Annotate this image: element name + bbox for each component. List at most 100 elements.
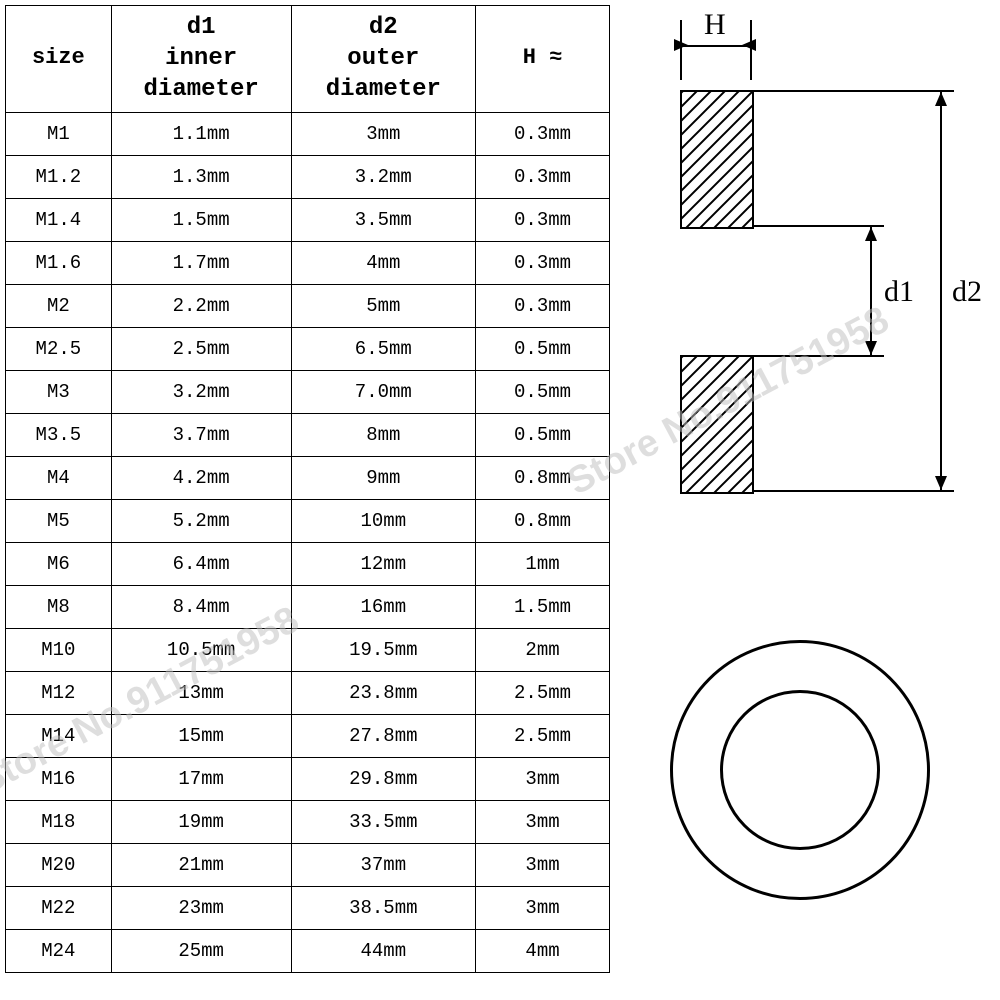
cell-d2: 27.8mm <box>291 714 476 757</box>
table-row: M1.21.3mm3.2mm0.3mm <box>6 155 610 198</box>
cell-h: 0.3mm <box>476 112 610 155</box>
table-row: M3.53.7mm8mm0.5mm <box>6 413 610 456</box>
ext-line-h-left <box>680 20 682 80</box>
cell-d2: 16mm <box>291 585 476 628</box>
cell-d1: 1.7mm <box>111 241 291 284</box>
cell-d2: 44mm <box>291 929 476 972</box>
cell-d2: 37mm <box>291 843 476 886</box>
ext-inner-bottom <box>752 355 884 357</box>
table-row: M22.2mm5mm0.3mm <box>6 284 610 327</box>
table-row: M66.4mm12mm1mm <box>6 542 610 585</box>
header-d1-line1: d1 <box>187 14 216 41</box>
arrow-d1-bottom <box>865 341 877 355</box>
cell-d2: 3.5mm <box>291 198 476 241</box>
diagram-area: H d1 d2 <box>610 0 1000 1000</box>
cell-d2: 8mm <box>291 413 476 456</box>
cell-size: M8 <box>6 585 112 628</box>
cell-d2: 33.5mm <box>291 800 476 843</box>
label-h: H <box>702 8 728 42</box>
cell-d2: 3.2mm <box>291 155 476 198</box>
cell-h: 3mm <box>476 886 610 929</box>
cell-d1: 2.2mm <box>111 284 291 327</box>
cell-d2: 23.8mm <box>291 671 476 714</box>
header-h: H ≈ <box>476 6 610 113</box>
table-row: M1819mm33.5mm3mm <box>6 800 610 843</box>
cell-d1: 23mm <box>111 886 291 929</box>
cell-h: 2mm <box>476 628 610 671</box>
ring-diagram <box>670 640 930 900</box>
ext-outer-top <box>752 90 954 92</box>
cell-h: 0.5mm <box>476 327 610 370</box>
cell-d2: 29.8mm <box>291 757 476 800</box>
cell-size: M4 <box>6 456 112 499</box>
cell-d1: 1.3mm <box>111 155 291 198</box>
cell-d2: 3mm <box>291 112 476 155</box>
cell-h: 0.5mm <box>476 370 610 413</box>
arrow-h-right <box>742 39 756 51</box>
arrow-d2-bottom <box>935 476 947 490</box>
size-table-container: size d1 inner diameter d2 outer diameter… <box>0 0 610 1000</box>
cell-d2: 12mm <box>291 542 476 585</box>
cell-size: M16 <box>6 757 112 800</box>
cell-d1: 25mm <box>111 929 291 972</box>
cell-d1: 1.5mm <box>111 198 291 241</box>
table-row: M1.61.7mm4mm0.3mm <box>6 241 610 284</box>
label-d1: d1 <box>882 275 916 309</box>
label-d2: d2 <box>950 275 984 309</box>
header-d2-line3: diameter <box>326 76 441 103</box>
cell-size: M6 <box>6 542 112 585</box>
cell-size: M10 <box>6 628 112 671</box>
cell-size: M2 <box>6 284 112 327</box>
table-row: M2.52.5mm6.5mm0.5mm <box>6 327 610 370</box>
cell-d2: 5mm <box>291 284 476 327</box>
cell-size: M18 <box>6 800 112 843</box>
cell-d2: 6.5mm <box>291 327 476 370</box>
header-d2: d2 outer diameter <box>291 6 476 113</box>
cell-size: M12 <box>6 671 112 714</box>
dim-line-d1 <box>870 227 872 355</box>
table-row: M33.2mm7.0mm0.5mm <box>6 370 610 413</box>
ext-outer-bottom <box>752 490 954 492</box>
header-size: size <box>6 6 112 113</box>
cell-h: 4mm <box>476 929 610 972</box>
cell-d2: 9mm <box>291 456 476 499</box>
table-row: M11.1mm3mm0.3mm <box>6 112 610 155</box>
cell-h: 0.8mm <box>476 456 610 499</box>
cell-d1: 17mm <box>111 757 291 800</box>
washer-size-table: size d1 inner diameter d2 outer diameter… <box>5 5 610 973</box>
cell-h: 3mm <box>476 800 610 843</box>
cell-d1: 3.2mm <box>111 370 291 413</box>
table-row: M88.4mm16mm1.5mm <box>6 585 610 628</box>
cell-h: 0.3mm <box>476 198 610 241</box>
cell-size: M1.6 <box>6 241 112 284</box>
cell-d2: 4mm <box>291 241 476 284</box>
header-d2-line2: outer <box>347 45 419 72</box>
cell-h: 3mm <box>476 843 610 886</box>
cell-d1: 1.1mm <box>111 112 291 155</box>
cell-d1: 21mm <box>111 843 291 886</box>
arrow-d2-top <box>935 92 947 106</box>
arrow-d1-top <box>865 227 877 241</box>
cell-size: M1.4 <box>6 198 112 241</box>
cell-d1: 15mm <box>111 714 291 757</box>
cell-h: 0.3mm <box>476 241 610 284</box>
ext-line-h-right <box>750 20 752 80</box>
table-row: M2425mm44mm4mm <box>6 929 610 972</box>
header-d1: d1 inner diameter <box>111 6 291 113</box>
table-row: M1213mm23.8mm2.5mm <box>6 671 610 714</box>
cell-h: 0.3mm <box>476 155 610 198</box>
cell-h: 0.3mm <box>476 284 610 327</box>
cell-d1: 3.7mm <box>111 413 291 456</box>
table-row: M2223mm38.5mm3mm <box>6 886 610 929</box>
cell-h: 3mm <box>476 757 610 800</box>
cell-h: 1mm <box>476 542 610 585</box>
cell-d1: 8.4mm <box>111 585 291 628</box>
table-row: M1617mm29.8mm3mm <box>6 757 610 800</box>
cell-size: M22 <box>6 886 112 929</box>
cell-size: M3 <box>6 370 112 413</box>
cell-d2: 7.0mm <box>291 370 476 413</box>
cell-h: 2.5mm <box>476 714 610 757</box>
cell-d1: 13mm <box>111 671 291 714</box>
table-row: M44.2mm9mm0.8mm <box>6 456 610 499</box>
cell-size: M14 <box>6 714 112 757</box>
